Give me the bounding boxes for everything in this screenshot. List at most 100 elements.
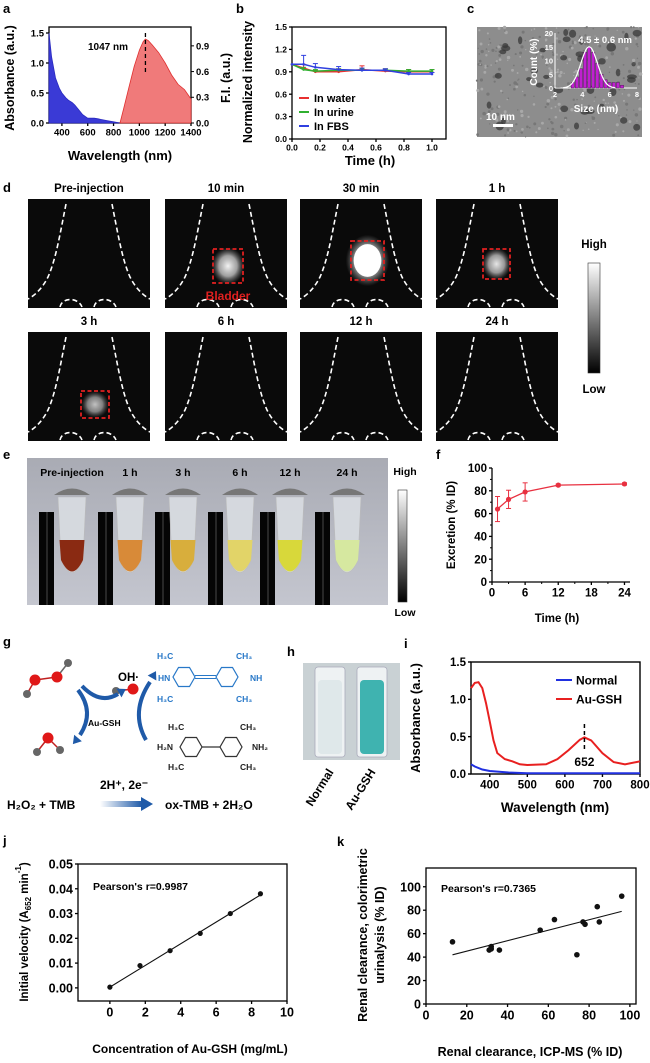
- urine-tube: Pre-injection: [39, 467, 104, 605]
- y-tick-label: 0.03: [49, 907, 73, 921]
- y-tick-label: 0.9: [275, 67, 287, 77]
- black-reference-bar: [208, 512, 223, 605]
- tem-noise: [486, 92, 490, 96]
- colorbar-high-label: High: [581, 239, 607, 251]
- tem-noise: [630, 26, 633, 29]
- x-tick-label: 20: [460, 1009, 474, 1023]
- tem-noise: [633, 109, 635, 111]
- tem-noise: [479, 42, 483, 46]
- tem-noise: [515, 123, 518, 126]
- tem-noise: [570, 46, 574, 50]
- y-tick-label: 0.04: [49, 882, 73, 896]
- tem-noise: [597, 43, 599, 46]
- tube-label: Pre-injection: [40, 467, 104, 479]
- x-tick-label: 24: [618, 588, 631, 600]
- tube-cap: [272, 488, 308, 495]
- x-tick-label: 12: [552, 588, 565, 600]
- x-tick-label: 60: [541, 1009, 555, 1023]
- bladder-signal: [482, 247, 511, 281]
- panel-letter-h: h: [287, 644, 295, 659]
- data-point: [574, 951, 580, 958]
- tem-noise: [503, 134, 507, 137]
- timepoint-label: 24 h: [485, 316, 508, 328]
- panel-letter-j: j: [2, 833, 7, 848]
- tem-noise: [614, 130, 617, 134]
- urine-sample: [117, 540, 143, 572]
- timepoint-label: 12 h: [349, 316, 372, 328]
- tem-noise: [519, 109, 524, 113]
- tem-noise: [519, 55, 522, 58]
- x-tick-label: 80: [582, 1009, 596, 1023]
- tem-noise: [580, 66, 582, 69]
- tube-label: 24 h: [336, 467, 357, 479]
- body-outline-right: [111, 336, 151, 433]
- leg-outline: [196, 298, 254, 308]
- y-axis-label-part: ): [19, 862, 31, 866]
- x-tick-label: 400: [480, 780, 499, 792]
- leg-outline: [331, 431, 389, 441]
- timepoint-label: 1 h: [489, 183, 506, 195]
- black-reference-bar: [155, 512, 170, 605]
- tem-noise: [637, 96, 640, 99]
- body-outline-left: [27, 203, 67, 300]
- urine-tube: 6 h: [208, 467, 258, 605]
- data-point: [430, 69, 434, 73]
- tem-noise: [594, 96, 597, 99]
- curved-arrow-to-water: [76, 688, 89, 737]
- plot-frame: [291, 26, 447, 140]
- x-tick-label: 0.8: [398, 143, 410, 153]
- tem-noise: [490, 107, 494, 111]
- tem-noise: [554, 97, 557, 101]
- tem-noise: [549, 69, 553, 73]
- y2-tick-label: 0.6: [196, 67, 209, 78]
- body-outline-left: [164, 336, 204, 433]
- tem-noise: [530, 82, 532, 84]
- x-tick-label: 400: [54, 128, 70, 139]
- tem-noise: [608, 71, 611, 74]
- tem-noise: [485, 54, 488, 57]
- tem-noise: [621, 40, 624, 42]
- legend-label: Au-GSH: [576, 693, 622, 707]
- data-point: [582, 921, 588, 928]
- tem-noise: [509, 84, 511, 87]
- black-reference-bar: [260, 512, 275, 605]
- x-tick-label: 1400: [180, 128, 201, 139]
- nanoparticle: [501, 45, 511, 52]
- tem-noise: [568, 88, 570, 91]
- x-tick-label: 100: [619, 1009, 640, 1023]
- tem-noise: [526, 125, 529, 129]
- tem-noise: [556, 58, 559, 60]
- nanoparticle: [543, 74, 550, 79]
- tem-noise: [546, 64, 548, 66]
- tem-noise: [551, 127, 555, 131]
- tmb-ring: [219, 736, 243, 758]
- x-axis-label: Time (h): [345, 153, 395, 168]
- tem-noise: [571, 42, 575, 45]
- cuvette-solution: [360, 680, 384, 754]
- fluorescence-panel: 1 h: [435, 183, 559, 308]
- bladder-signal-core: [353, 244, 382, 277]
- tem-noise: [497, 105, 501, 108]
- body-outline-left: [27, 336, 67, 433]
- fit-line: [109, 894, 261, 988]
- legend-label: In water: [314, 93, 356, 105]
- reactants: H₂O₂ + TMB: [7, 798, 76, 812]
- legend-label: In FBS: [314, 121, 349, 133]
- tem-noise: [552, 43, 555, 46]
- x-tick-label: 6: [522, 588, 528, 600]
- tem-noise: [637, 61, 642, 66]
- tem-noise: [534, 64, 536, 67]
- tmb-ring: [179, 736, 203, 758]
- body-outline-left: [435, 336, 475, 433]
- histogram-bar: [575, 76, 579, 89]
- inset-y-tick-label: 20: [545, 29, 553, 38]
- data-point: [621, 481, 628, 487]
- roi-box: [80, 390, 110, 419]
- tem-noise: [563, 72, 565, 75]
- tem-noise: [573, 103, 577, 107]
- data-point: [449, 939, 456, 945]
- tem-noise: [478, 53, 480, 55]
- tem-noise: [501, 92, 504, 94]
- plot-frame: [77, 863, 288, 1002]
- tem-noise: [521, 30, 525, 34]
